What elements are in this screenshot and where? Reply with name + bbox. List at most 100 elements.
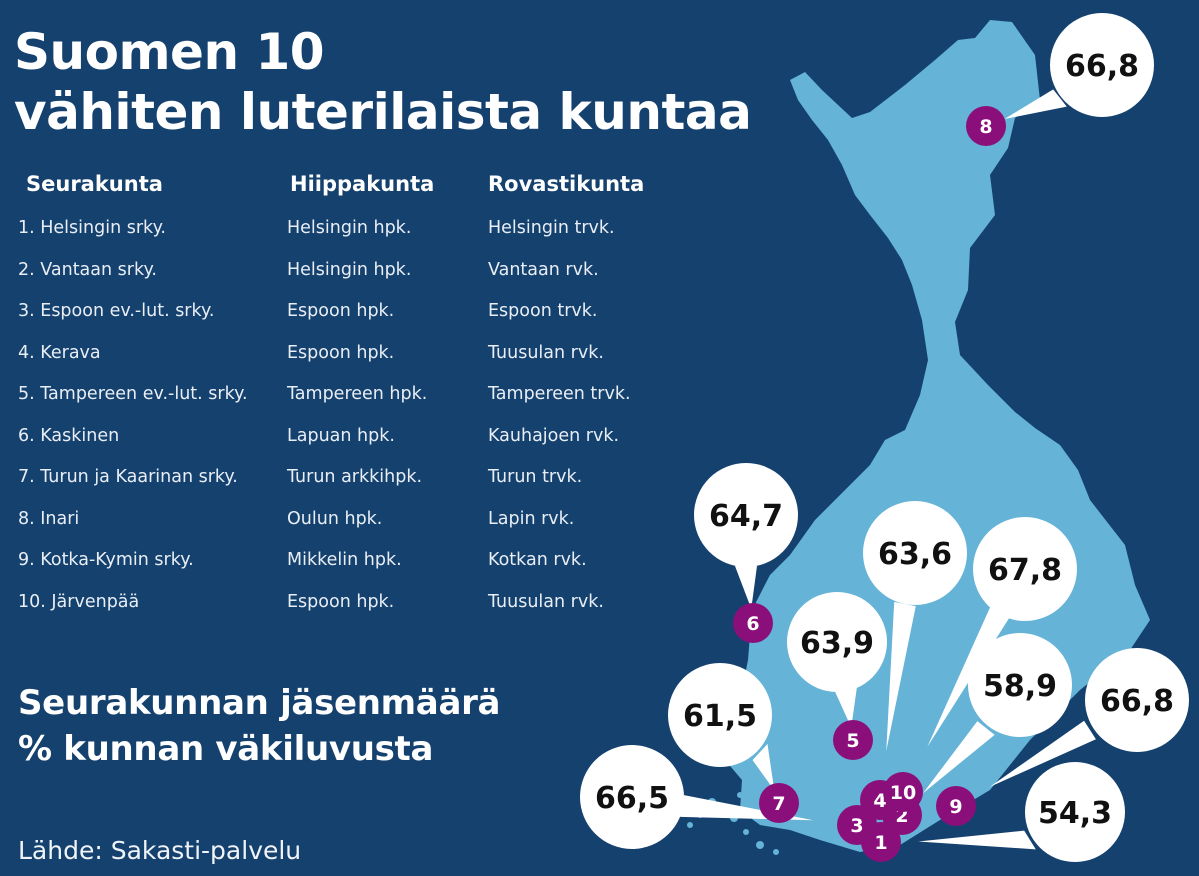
bubble-pointer <box>989 720 1096 787</box>
rank-marker-8: 8 <box>966 106 1006 146</box>
bubble-circle <box>968 633 1072 737</box>
value-bubble-8: 66,8 <box>1004 13 1154 119</box>
cell-diocese: Espoon hpk. <box>287 591 395 612</box>
title-line-2: vähiten luterilaista kuntaa <box>14 83 752 141</box>
cell-parish: 3. Espoon ev.-lut. srky. <box>18 301 215 321</box>
bubble-pointer <box>752 743 775 791</box>
cell-diocese: Espoon hpk. <box>287 301 395 321</box>
cell-diocese: Oulun hpk. <box>287 508 383 529</box>
bubble-circle <box>1050 13 1154 117</box>
bubble-circle <box>694 463 798 567</box>
bubble-circle <box>973 517 1077 621</box>
bubble-value: 58,9 <box>983 669 1057 704</box>
rank-marker-10: 10 <box>883 772 923 812</box>
cell-deanery: Lapin rvk. <box>488 508 575 529</box>
column-header-deanery: Rovastikunta <box>488 172 645 196</box>
cell-deanery: Vantaan rvk. <box>488 259 599 280</box>
marker-rank: 1 <box>874 832 887 854</box>
bubble-circle <box>863 501 967 605</box>
rank-marker-5: 5 <box>833 720 873 760</box>
value-bubbles: 54,3 58,9 66,5 63,6 63,9 64,7 61,5 66,8 66,8 67,8 <box>580 13 1189 862</box>
cell-parish: 8. Inari <box>18 508 80 529</box>
marker-dot <box>833 720 873 760</box>
cell-parish: 2. Vantaan srky. <box>18 259 157 280</box>
value-bubble-4: 63,6 <box>863 501 967 751</box>
column-header-diocese: Hiippakunta <box>290 172 435 196</box>
bubble-circle <box>1025 762 1125 862</box>
subtitle: Seurakunnan jäsenmäärä % kunnan väkiluvu… <box>18 680 501 772</box>
cell-deanery: Espoon trvk. <box>488 301 598 321</box>
title-line-1: Suomen 10 <box>14 23 325 81</box>
cell-diocese: Mikkelin hpk. <box>287 550 402 570</box>
value-bubble-3: 66,5 <box>580 745 814 849</box>
bubble-value: 66,5 <box>595 781 669 816</box>
marker-dot <box>759 783 799 823</box>
cell-deanery: Kotkan rvk. <box>488 550 587 570</box>
bubble-value: 54,3 <box>1038 796 1112 831</box>
value-bubble-1: 54,3 <box>918 762 1125 862</box>
bubble-value: 63,9 <box>800 626 874 661</box>
marker-rank: 4 <box>873 790 886 812</box>
bubble-pointer <box>918 830 1036 850</box>
value-bubble-7: 61,5 <box>668 663 775 791</box>
bubble-value: 66,8 <box>1065 49 1139 84</box>
bubble-value: 63,6 <box>878 537 952 572</box>
bubble-value: 66,8 <box>1100 684 1174 719</box>
cell-deanery: Kauhajoen rvk. <box>488 425 620 446</box>
marker-dot <box>936 786 976 826</box>
value-bubble-5: 63,9 <box>787 592 887 728</box>
value-bubble-10: 67,8 <box>927 517 1077 747</box>
bubble-pointer <box>923 721 995 794</box>
cell-parish: 4. Kerava <box>18 342 101 363</box>
cell-deanery: Helsingin trvk. <box>488 218 615 238</box>
marker-rank: 5 <box>846 730 859 752</box>
cell-deanery: Tuusulan rvk. <box>488 591 604 612</box>
marker-dot <box>883 772 923 812</box>
bubble-value: 67,8 <box>988 553 1062 588</box>
source-note: Lähde: Sakasti-palvelu <box>18 836 302 865</box>
marker-dot <box>733 603 773 643</box>
cell-parish: 9. Kotka-Kymin srky. <box>18 550 194 570</box>
bubble-pointer <box>886 601 916 751</box>
value-bubble-6: 64,7 <box>694 463 798 609</box>
cell-diocese: Lapuan hpk. <box>287 425 395 446</box>
bubble-pointer <box>1004 89 1067 119</box>
page-title: Suomen 10 vähiten luterilaista kuntaa <box>14 22 752 142</box>
value-bubble-9: 66,8 <box>989 648 1189 787</box>
cell-diocese: Espoon hpk. <box>287 342 395 363</box>
marker-rank: 10 <box>890 782 916 804</box>
cell-deanery: Tuusulan rvk. <box>488 342 604 363</box>
bubble-pointer <box>735 566 757 609</box>
rank-marker-6: 6 <box>733 603 773 643</box>
rank-marker-9: 9 <box>936 786 976 826</box>
cell-parish: 1. Helsingin srky. <box>18 218 166 238</box>
cell-diocese: Helsingin hpk. <box>287 218 412 238</box>
value-bubble-2: 58,9 <box>923 633 1072 794</box>
cell-diocese: Turun arkkihpk. <box>287 467 423 487</box>
bubble-value: 64,7 <box>709 499 783 534</box>
marker-dot <box>966 106 1006 146</box>
cell-parish: 5. Tampereen ev.-lut. srky. <box>18 384 248 404</box>
subtitle-line-2: % kunnan väkiluvusta <box>18 729 434 769</box>
bubble-circle <box>1085 648 1189 752</box>
cell-parish: 10. Järvenpää <box>18 591 140 612</box>
cell-deanery: Turun trvk. <box>488 467 583 487</box>
bubble-value: 61,5 <box>683 699 757 734</box>
subtitle-line-1: Seurakunnan jäsenmäärä <box>18 683 501 723</box>
marker-rank: 7 <box>772 793 785 815</box>
cell-parish: 7. Turun ja Kaarinan srky. <box>18 467 238 487</box>
bubble-circle <box>787 592 887 692</box>
marker-rank: 3 <box>850 815 863 837</box>
column-header-parish: Seurakunta <box>26 172 163 196</box>
marker-rank: 8 <box>979 116 992 138</box>
marker-rank: 9 <box>949 796 962 818</box>
cell-deanery: Tampereen trvk. <box>488 384 631 404</box>
bubble-pointer <box>835 687 857 728</box>
cell-diocese: Helsingin hpk. <box>287 259 412 280</box>
marker-rank: 6 <box>746 613 759 635</box>
bubble-pointer <box>927 606 1010 747</box>
cell-diocese: Tampereen hpk. <box>287 384 428 404</box>
bubble-circle <box>668 663 772 767</box>
